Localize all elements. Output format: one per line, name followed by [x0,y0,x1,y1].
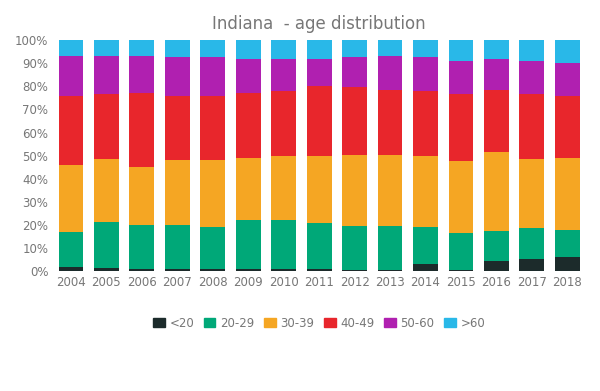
Bar [165,40,190,57]
Bar [377,56,403,90]
Bar [130,167,154,225]
Bar [236,93,260,158]
Bar [307,40,332,59]
Bar [130,269,154,271]
Bar [200,269,225,271]
Bar [413,91,438,156]
Bar [377,154,403,226]
Bar [520,159,544,228]
Bar [413,227,438,264]
Bar [307,269,332,271]
Bar [165,225,190,269]
Legend: <20, 20-29, 30-39, 40-49, 50-60, >60: <20, 20-29, 30-39, 40-49, 50-60, >60 [148,312,490,334]
Bar [59,95,83,165]
Bar [200,95,225,160]
Bar [342,40,367,57]
Bar [413,264,438,271]
Bar [236,59,260,93]
Bar [377,90,403,154]
Bar [236,40,260,59]
Bar [520,40,544,61]
Bar [59,232,83,267]
Bar [342,88,367,154]
Bar [555,63,580,95]
Bar [307,59,332,86]
Bar [342,57,367,88]
Bar [377,40,403,56]
Bar [342,270,367,271]
Bar [377,226,403,270]
Bar [307,223,332,269]
Bar [413,156,438,227]
Bar [200,227,225,269]
Bar [236,158,260,221]
Bar [342,226,367,270]
Bar [520,61,544,94]
Bar [200,40,225,57]
Bar [484,59,509,90]
Bar [271,156,296,221]
Bar [200,160,225,227]
Bar [555,158,580,230]
Bar [130,56,154,93]
Bar [236,269,260,271]
Bar [59,165,83,232]
Bar [484,90,509,152]
Bar [271,221,296,269]
Bar [94,94,119,159]
Bar [165,95,190,160]
Bar [520,94,544,159]
Bar [307,86,332,156]
Bar [520,258,544,271]
Bar [449,40,473,61]
Bar [165,57,190,95]
Bar [236,221,260,269]
Bar [271,269,296,271]
Bar [165,160,190,225]
Bar [449,270,473,271]
Bar [307,156,332,223]
Bar [377,270,403,271]
Bar [165,269,190,271]
Bar [449,61,473,94]
Bar [555,257,580,271]
Bar [200,57,225,95]
Bar [484,261,509,271]
Bar [130,225,154,269]
Bar [484,231,509,261]
Bar [271,59,296,91]
Bar [130,40,154,56]
Bar [342,154,367,226]
Bar [555,95,580,158]
Bar [94,56,119,94]
Title: Indiana  - age distribution: Indiana - age distribution [212,15,426,33]
Bar [271,91,296,156]
Bar [94,222,119,268]
Bar [413,57,438,91]
Bar [59,56,83,95]
Bar [484,40,509,59]
Bar [271,40,296,59]
Bar [130,93,154,167]
Bar [555,230,580,257]
Bar [555,40,580,63]
Bar [94,268,119,271]
Bar [59,40,83,56]
Bar [449,233,473,270]
Bar [59,267,83,271]
Bar [520,228,544,258]
Bar [94,40,119,56]
Bar [413,40,438,57]
Bar [449,161,473,233]
Bar [484,152,509,231]
Bar [449,94,473,161]
Bar [94,159,119,222]
